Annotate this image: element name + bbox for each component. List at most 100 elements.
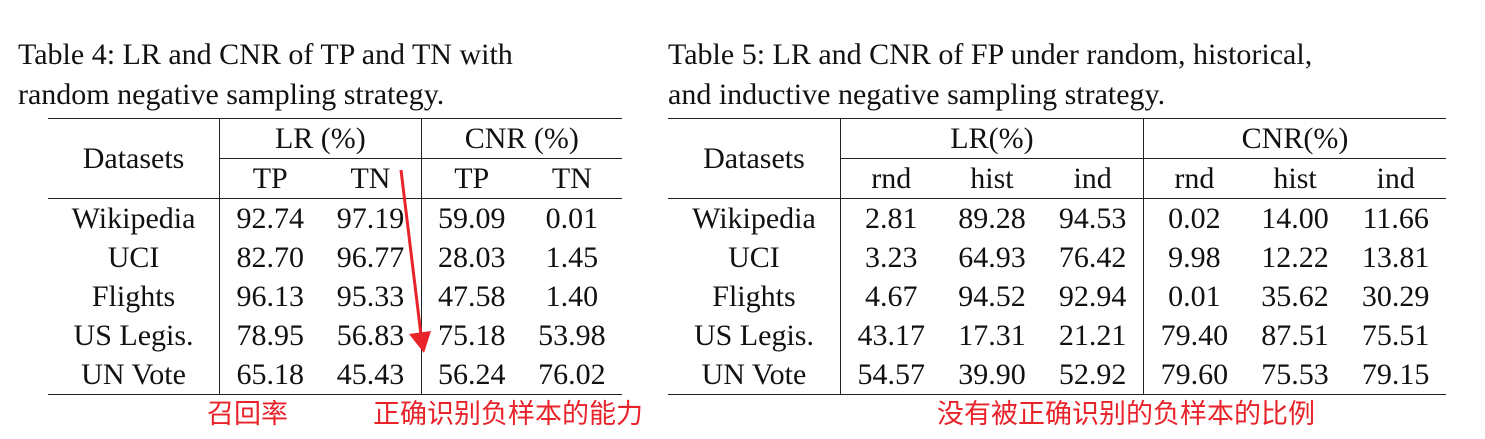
table5-sub-header: ind — [1042, 158, 1144, 199]
table-cell: 87.51 — [1261, 319, 1329, 352]
table-cell: 45.43 — [336, 358, 405, 391]
table5-caption-line1: Table 5: LR and CNR of FP under random, … — [668, 38, 1313, 71]
table4-sub-header: TN — [320, 158, 422, 199]
table-row: Flights 96.13 95.33 47.58 1.40 — [48, 277, 622, 316]
table4-sub-header: TP — [219, 158, 321, 199]
table-cell: 4.67 — [839, 277, 942, 316]
table-cell: 28.03 — [420, 238, 522, 277]
table5-caption: Table 5: LR and CNR of FP under random, … — [668, 35, 1312, 115]
table4-sub-header: TP — [420, 158, 522, 199]
table-cell: 92.74 — [219, 198, 321, 238]
table5: Datasets LR(%) CNR(%) rnd hist ind rnd h… — [668, 118, 1446, 395]
table-row: US Legis. 78.95 56.83 75.18 53.98 — [48, 316, 622, 355]
table-cell: 52.92 — [1058, 358, 1127, 391]
dataset-name: UCI — [728, 241, 780, 274]
table4: Datasets LR (%) CNR (%) TP TN TP TN Wiki… — [48, 118, 622, 395]
table-cell: 75.51 — [1361, 319, 1430, 352]
table-cell: 97.19 — [336, 202, 405, 235]
table4-caption: Table 4: LR and CNR of TP and TN with ra… — [18, 35, 513, 115]
table-cell: 3.23 — [839, 238, 942, 277]
table-cell: 96.13 — [219, 277, 321, 316]
table-cell: 1.45 — [545, 241, 599, 274]
annotation-fp-ratio: 没有被正确识别的负样本的比例 — [937, 399, 1315, 430]
annotation-recall: 召回率 — [207, 399, 288, 430]
table5-caption-line2: and inductive negative sampling strategy… — [668, 78, 1166, 111]
table-cell: 79.60 — [1142, 355, 1245, 395]
table5-sub-header: hist — [941, 158, 1043, 199]
table-cell: 79.15 — [1361, 358, 1430, 391]
table-cell: 17.31 — [958, 319, 1026, 352]
table5-sub-header: rnd — [839, 158, 942, 199]
table-row: UCI 82.70 96.77 28.03 1.45 — [48, 238, 622, 277]
table-cell: 64.93 — [958, 241, 1026, 274]
table5-cnr-header: CNR(%) — [1143, 118, 1446, 159]
table-cell: 11.66 — [1362, 202, 1429, 235]
table-cell: 92.94 — [1058, 280, 1127, 313]
annotation-tn-ability: 正确识别负样本的能力 — [373, 399, 643, 430]
table-cell: 82.70 — [219, 238, 321, 277]
table-row: Wikipedia 92.74 97.19 59.09 0.01 — [48, 198, 622, 238]
dataset-name: UN Vote — [81, 358, 186, 391]
table5-sub-header: rnd — [1142, 158, 1245, 199]
table4-cnr-header: CNR (%) — [420, 118, 622, 159]
table5-datasets-header: Datasets — [668, 118, 841, 199]
table-cell: 95.33 — [336, 280, 405, 313]
table-cell: 39.90 — [958, 358, 1026, 391]
table-cell: 35.62 — [1261, 280, 1329, 313]
table4-lr-header: LR (%) — [219, 118, 422, 159]
table-cell: 56.24 — [420, 355, 522, 395]
table-row: US Legis. 43.17 17.31 21.21 79.40 87.51 … — [668, 316, 1446, 355]
table-cell: 47.58 — [420, 277, 522, 316]
table5-sub-header: ind — [1345, 158, 1446, 199]
table-cell: 94.53 — [1058, 202, 1127, 235]
dataset-name: US Legis. — [73, 319, 194, 352]
table5-lr-header: LR(%) — [839, 118, 1144, 159]
table-cell: 96.77 — [336, 241, 405, 274]
table-cell: 2.81 — [839, 198, 942, 238]
table-cell: 94.52 — [958, 280, 1026, 313]
table-row: Flights 4.67 94.52 92.94 0.01 35.62 30.2… — [668, 277, 1446, 316]
table-cell: 53.98 — [538, 319, 606, 352]
table-cell: 43.17 — [839, 316, 942, 355]
table-cell: 76.02 — [538, 358, 606, 391]
table-row: UN Vote 65.18 45.43 56.24 76.02 — [48, 355, 622, 395]
table-cell: 54.57 — [839, 355, 942, 395]
table-cell: 0.01 — [1142, 277, 1245, 316]
table4-caption-line1: Table 4: LR and CNR of TP and TN with — [18, 38, 513, 71]
table-cell: 79.40 — [1142, 316, 1245, 355]
table-row: Wikipedia 2.81 89.28 94.53 0.02 14.00 11… — [668, 198, 1446, 238]
table-cell: 78.95 — [219, 316, 321, 355]
table4-caption-line2: random negative sampling strategy. — [18, 78, 445, 111]
table-row: UN Vote 54.57 39.90 52.92 79.60 75.53 79… — [668, 355, 1446, 395]
dataset-name: Wikipedia — [692, 202, 816, 235]
dataset-name: Flights — [91, 280, 176, 313]
table-cell: 13.81 — [1361, 241, 1430, 274]
dataset-name: UCI — [107, 241, 160, 274]
dataset-name: Flights — [712, 280, 796, 313]
table-cell: 89.28 — [958, 202, 1026, 235]
annotation-arrow-head — [409, 331, 431, 353]
table-cell: 76.42 — [1058, 241, 1127, 274]
table-cell: 75.18 — [420, 316, 522, 355]
table-cell: 21.21 — [1058, 319, 1127, 352]
dataset-name: Wikipedia — [71, 202, 196, 235]
table4-datasets-header: Datasets — [48, 118, 220, 199]
dataset-name: US Legis. — [693, 319, 814, 352]
table-cell: 14.00 — [1261, 202, 1329, 235]
table-cell: 1.40 — [545, 280, 599, 313]
table4-sub-header: TN — [521, 158, 622, 199]
table-cell: 65.18 — [219, 355, 321, 395]
table-cell: 0.01 — [545, 202, 599, 235]
dataset-name: UN Vote — [701, 358, 807, 391]
table-cell: 30.29 — [1361, 280, 1430, 313]
table5-sub-header: hist — [1244, 158, 1346, 199]
table-cell: 75.53 — [1261, 358, 1329, 391]
table-cell: 56.83 — [336, 319, 405, 352]
table-cell: 12.22 — [1261, 241, 1329, 274]
table-row: UCI 3.23 64.93 76.42 9.98 12.22 13.81 — [668, 238, 1446, 277]
table-cell: 0.02 — [1142, 198, 1245, 238]
table-cell: 9.98 — [1142, 238, 1245, 277]
table-cell: 59.09 — [420, 198, 522, 238]
annotation-arrow-shaft — [399, 169, 423, 336]
